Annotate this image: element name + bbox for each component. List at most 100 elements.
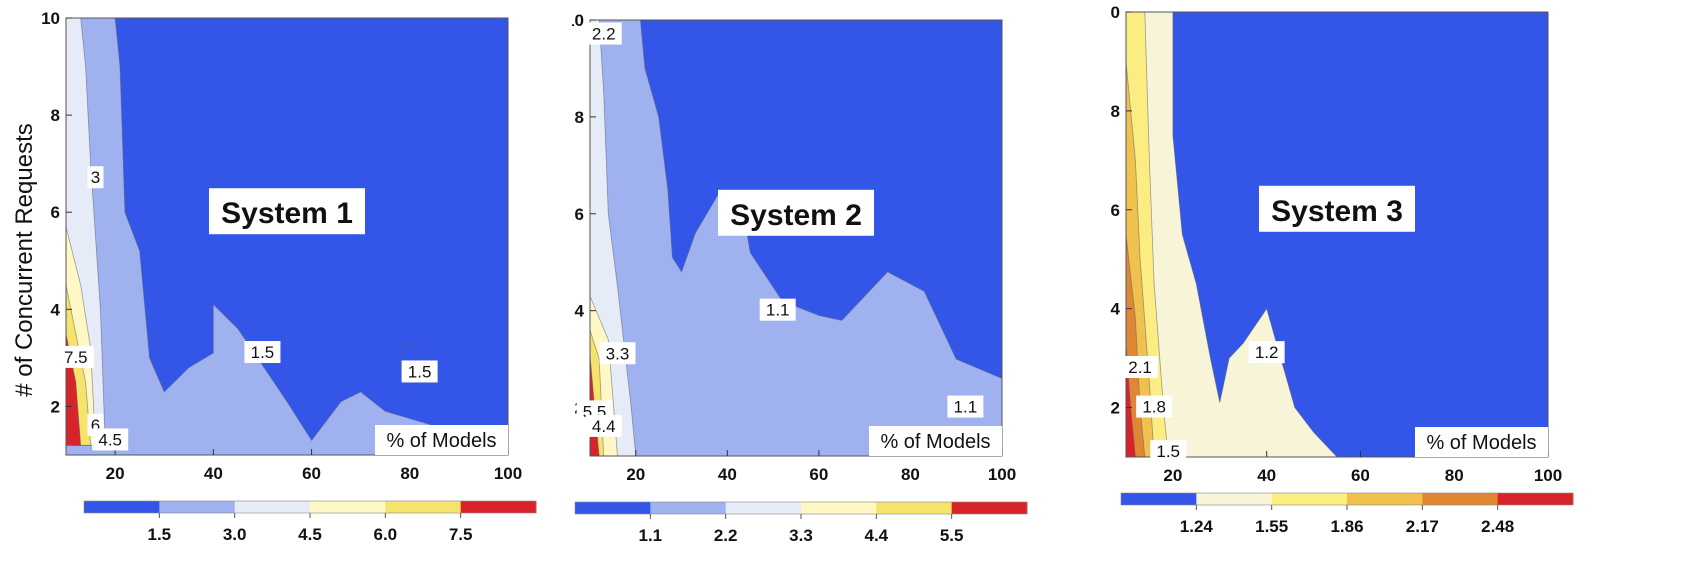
colorbar-tick-label: 4.4 (865, 526, 889, 545)
contour-label-bg (1150, 440, 1187, 463)
colorbar-swatch (1196, 493, 1273, 505)
y-tick-label: 6 (575, 205, 584, 224)
x-tick-label: 20 (626, 465, 645, 484)
colorbar-swatch (801, 502, 877, 514)
y-axis-label-text: # of Concurrent Requests (11, 123, 38, 396)
contour-label: 1.1 (954, 398, 978, 417)
y-tick-label: 2 (51, 397, 60, 416)
colorbar-tick-label: 3.0 (223, 525, 247, 544)
y-tick-label: 10 (572, 11, 584, 30)
contour-label: 1.2 (1255, 343, 1279, 362)
colorbar-swatch (310, 501, 386, 513)
colorbar-swatch (650, 502, 727, 514)
x-tick-label: 60 (1351, 466, 1370, 485)
colorbar-swatch (876, 502, 953, 514)
chart-system-3: 20 40 60 80 100 2 4 6 8 10 1.2 2.1 1.8 1.5 System 3 % o… (1110, 3, 1574, 536)
x-tick-label: 80 (1445, 466, 1464, 485)
plot-frame (65, 17, 509, 456)
contour-label: 7.5 (64, 348, 88, 367)
x-tick-label: 100 (1534, 466, 1562, 485)
chart-title-bg (1259, 185, 1415, 232)
contour-region (1126, 12, 1338, 457)
y-tick-label: 4 (51, 300, 61, 319)
colorbar-swatch (951, 502, 1028, 514)
contour-label-bg (244, 341, 281, 364)
colorbar-tick-label: 2.2 (714, 526, 738, 545)
colorbar: 1.1 2.2 3.3 4.4 5.5 (574, 501, 1028, 545)
y-tick-label: 8 (575, 108, 584, 127)
plot-frame (1125, 11, 1549, 458)
colorbar-tick-label: 7.5 (449, 525, 473, 544)
contour-label: 3.3 (606, 344, 630, 363)
colorbar-swatch (1497, 493, 1574, 505)
x-tick-label: 40 (204, 464, 223, 483)
contour-label-bg (759, 298, 796, 321)
contour-label-bg (585, 414, 622, 437)
colorbar-swatch (725, 502, 802, 514)
contour-label: 6 (91, 416, 100, 435)
y-tick-label: 4 (1111, 300, 1121, 319)
x-tick-label: 40 (718, 465, 737, 484)
contour-label-bg (92, 428, 129, 451)
y-axis-label: # of Concurrent Requests (11, 123, 38, 396)
contour-label: 4.5 (98, 430, 122, 449)
x-tick-label: 80 (901, 465, 920, 484)
x-axis-label-bg (1415, 427, 1548, 457)
y-tick-label: 8 (51, 106, 60, 125)
colorbar: 1.5 3.0 4.5 6.0 7.5 (83, 500, 537, 544)
contour-label-bg (1122, 356, 1159, 378)
contour-label: 3 (91, 168, 100, 187)
colorbar-swatch (1271, 493, 1348, 505)
colorbar-tick-label: 4.5 (298, 525, 322, 544)
contour-label-bg (1136, 395, 1173, 418)
y-tick-label: 10 (1110, 3, 1120, 22)
plot-frame (589, 19, 1003, 457)
chart-title: System 2 (730, 199, 862, 232)
colorbar-swatch (234, 501, 311, 513)
chart-title-bg (718, 189, 874, 236)
colorbar-swatch (1422, 493, 1499, 505)
contour-label: 1.5 (251, 343, 275, 362)
chart-system-2: 204060801002468102.21.11.13.35.54.4Syste… (572, 11, 1028, 545)
contour-label-bg (585, 22, 622, 45)
colorbar-swatch (1121, 493, 1197, 505)
contour-label-bg (599, 342, 636, 365)
contour-area (66, 18, 508, 455)
colorbar-swatch (159, 501, 236, 513)
chart-title: System 1 (221, 197, 353, 230)
x-tick-label: 60 (302, 464, 321, 483)
x-tick-label: 20 (1163, 466, 1182, 485)
contour-area (590, 20, 1002, 456)
colorbar-swatch (1347, 493, 1423, 505)
y-tick-label: 6 (1111, 201, 1120, 220)
x-tick-label: 40 (1257, 466, 1276, 485)
y-tick-label: 8 (1111, 102, 1120, 121)
x-axis-label: % of Models (880, 431, 990, 453)
colorbar-swatch (84, 501, 160, 513)
contour-label-bg (57, 345, 94, 368)
contour-label: 1.5 (1156, 442, 1180, 461)
x-axis-label: % of Models (1426, 432, 1536, 454)
contour-label: 2.1 (1128, 358, 1152, 377)
colorbar-swatch (460, 501, 537, 513)
colorbar-tick-label: 6.0 (374, 525, 398, 544)
colorbar-tick-label: 3.3 (789, 526, 813, 545)
y-tick-label: 4 (575, 302, 585, 321)
y-tick-label: 10 (42, 9, 60, 28)
x-axis-label: % of Models (386, 430, 496, 452)
x-tick-label: 20 (106, 464, 125, 483)
x-axis-label-bg (869, 426, 1002, 456)
contour-label: 1.1 (766, 301, 790, 320)
x-axis-label-bg (375, 425, 508, 455)
contour-region (1126, 343, 1136, 457)
colorbar-tick-label: 5.5 (940, 526, 964, 545)
chart-title: System 3 (1271, 195, 1403, 228)
x-tick-label: 100 (988, 465, 1016, 484)
colorbar: 1.24 1.55 1.86 2.17 2.48 (1120, 492, 1574, 536)
colorbar-tick-label: 1.1 (639, 526, 663, 545)
colorbar-tick-label: 2.17 (1406, 517, 1439, 536)
y-tick-label: 2 (1111, 399, 1120, 418)
colorbar-swatch (575, 502, 651, 514)
contour-label: 1.5 (408, 362, 432, 381)
contour-area (1126, 12, 1548, 457)
